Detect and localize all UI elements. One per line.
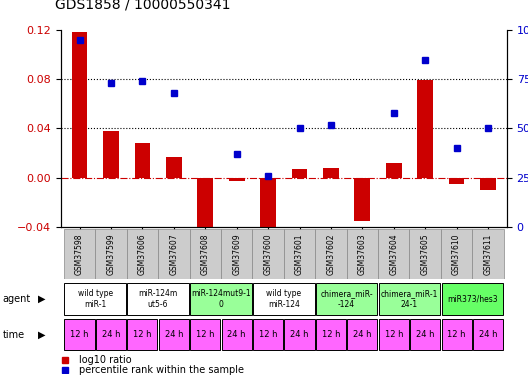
- Text: GSM37611: GSM37611: [484, 233, 493, 275]
- Bar: [221, 229, 252, 279]
- Bar: [347, 229, 378, 279]
- Text: miR-124mut9-1
0: miR-124mut9-1 0: [191, 290, 251, 309]
- Text: GSM37606: GSM37606: [138, 233, 147, 275]
- Text: GSM37609: GSM37609: [232, 233, 241, 275]
- Text: 12 h: 12 h: [384, 330, 403, 339]
- Bar: [379, 320, 409, 350]
- Text: time: time: [3, 330, 25, 340]
- Bar: [253, 320, 283, 350]
- Bar: [323, 168, 339, 178]
- Text: GSM37607: GSM37607: [169, 233, 178, 275]
- Text: ▶: ▶: [38, 294, 45, 304]
- Text: GSM37603: GSM37603: [358, 233, 367, 275]
- Bar: [473, 320, 503, 350]
- Text: 24 h: 24 h: [353, 330, 372, 339]
- Text: GDS1858 / 10000550341: GDS1858 / 10000550341: [55, 0, 231, 11]
- Text: 24 h: 24 h: [228, 330, 246, 339]
- Bar: [253, 283, 315, 315]
- Text: GSM37600: GSM37600: [263, 233, 272, 275]
- Bar: [166, 157, 182, 178]
- Bar: [379, 283, 440, 315]
- Bar: [410, 229, 441, 279]
- Bar: [441, 320, 472, 350]
- Text: 24 h: 24 h: [290, 330, 309, 339]
- Bar: [159, 320, 189, 350]
- Bar: [96, 320, 126, 350]
- Bar: [316, 320, 346, 350]
- Text: 24 h: 24 h: [165, 330, 183, 339]
- Text: 24 h: 24 h: [479, 330, 497, 339]
- Text: GSM37610: GSM37610: [452, 233, 461, 275]
- Bar: [158, 229, 190, 279]
- Bar: [64, 229, 95, 279]
- Bar: [252, 229, 284, 279]
- Bar: [449, 178, 465, 184]
- Text: GSM37601: GSM37601: [295, 233, 304, 275]
- Text: GSM37598: GSM37598: [75, 233, 84, 275]
- Bar: [135, 143, 150, 178]
- Text: log10 ratio: log10 ratio: [79, 355, 131, 365]
- Bar: [127, 283, 189, 315]
- Text: 12 h: 12 h: [322, 330, 340, 339]
- Text: 12 h: 12 h: [447, 330, 466, 339]
- Text: miR-124m
ut5-6: miR-124m ut5-6: [138, 290, 178, 309]
- Text: 12 h: 12 h: [70, 330, 89, 339]
- Bar: [291, 169, 307, 178]
- Bar: [378, 229, 410, 279]
- Bar: [229, 178, 244, 182]
- Text: ▶: ▶: [38, 330, 45, 340]
- Bar: [315, 229, 347, 279]
- Text: miR373/hes3: miR373/hes3: [447, 295, 497, 304]
- Bar: [386, 163, 402, 178]
- Bar: [72, 33, 88, 178]
- Text: 24 h: 24 h: [416, 330, 435, 339]
- Text: agent: agent: [3, 294, 31, 304]
- Bar: [64, 283, 126, 315]
- Bar: [190, 283, 252, 315]
- Text: 24 h: 24 h: [102, 330, 120, 339]
- Bar: [473, 229, 504, 279]
- Bar: [285, 320, 315, 350]
- Text: wild type
miR-124: wild type miR-124: [266, 290, 301, 309]
- Bar: [441, 229, 473, 279]
- Bar: [417, 81, 433, 178]
- Text: GSM37604: GSM37604: [389, 233, 398, 275]
- Bar: [260, 178, 276, 237]
- Text: chimera_miR-1
24-1: chimera_miR-1 24-1: [381, 290, 438, 309]
- Bar: [190, 229, 221, 279]
- Bar: [197, 178, 213, 233]
- Bar: [480, 178, 496, 190]
- Bar: [127, 320, 157, 350]
- Text: GSM37605: GSM37605: [421, 233, 430, 275]
- Bar: [190, 320, 220, 350]
- Bar: [95, 229, 127, 279]
- Bar: [410, 320, 440, 350]
- Text: 12 h: 12 h: [259, 330, 277, 339]
- Bar: [222, 320, 252, 350]
- Text: wild type
miR-1: wild type miR-1: [78, 290, 113, 309]
- Text: GSM37599: GSM37599: [107, 233, 116, 275]
- Bar: [64, 320, 95, 350]
- Bar: [284, 229, 315, 279]
- Text: percentile rank within the sample: percentile rank within the sample: [79, 365, 243, 375]
- Text: 12 h: 12 h: [196, 330, 214, 339]
- Text: 12 h: 12 h: [133, 330, 152, 339]
- Bar: [347, 320, 378, 350]
- Bar: [441, 283, 503, 315]
- Bar: [127, 229, 158, 279]
- Text: chimera_miR-
-124: chimera_miR- -124: [320, 290, 373, 309]
- Bar: [103, 131, 119, 178]
- Text: GSM37602: GSM37602: [326, 233, 335, 275]
- Text: GSM37608: GSM37608: [201, 233, 210, 275]
- Bar: [316, 283, 378, 315]
- Bar: [354, 178, 370, 221]
